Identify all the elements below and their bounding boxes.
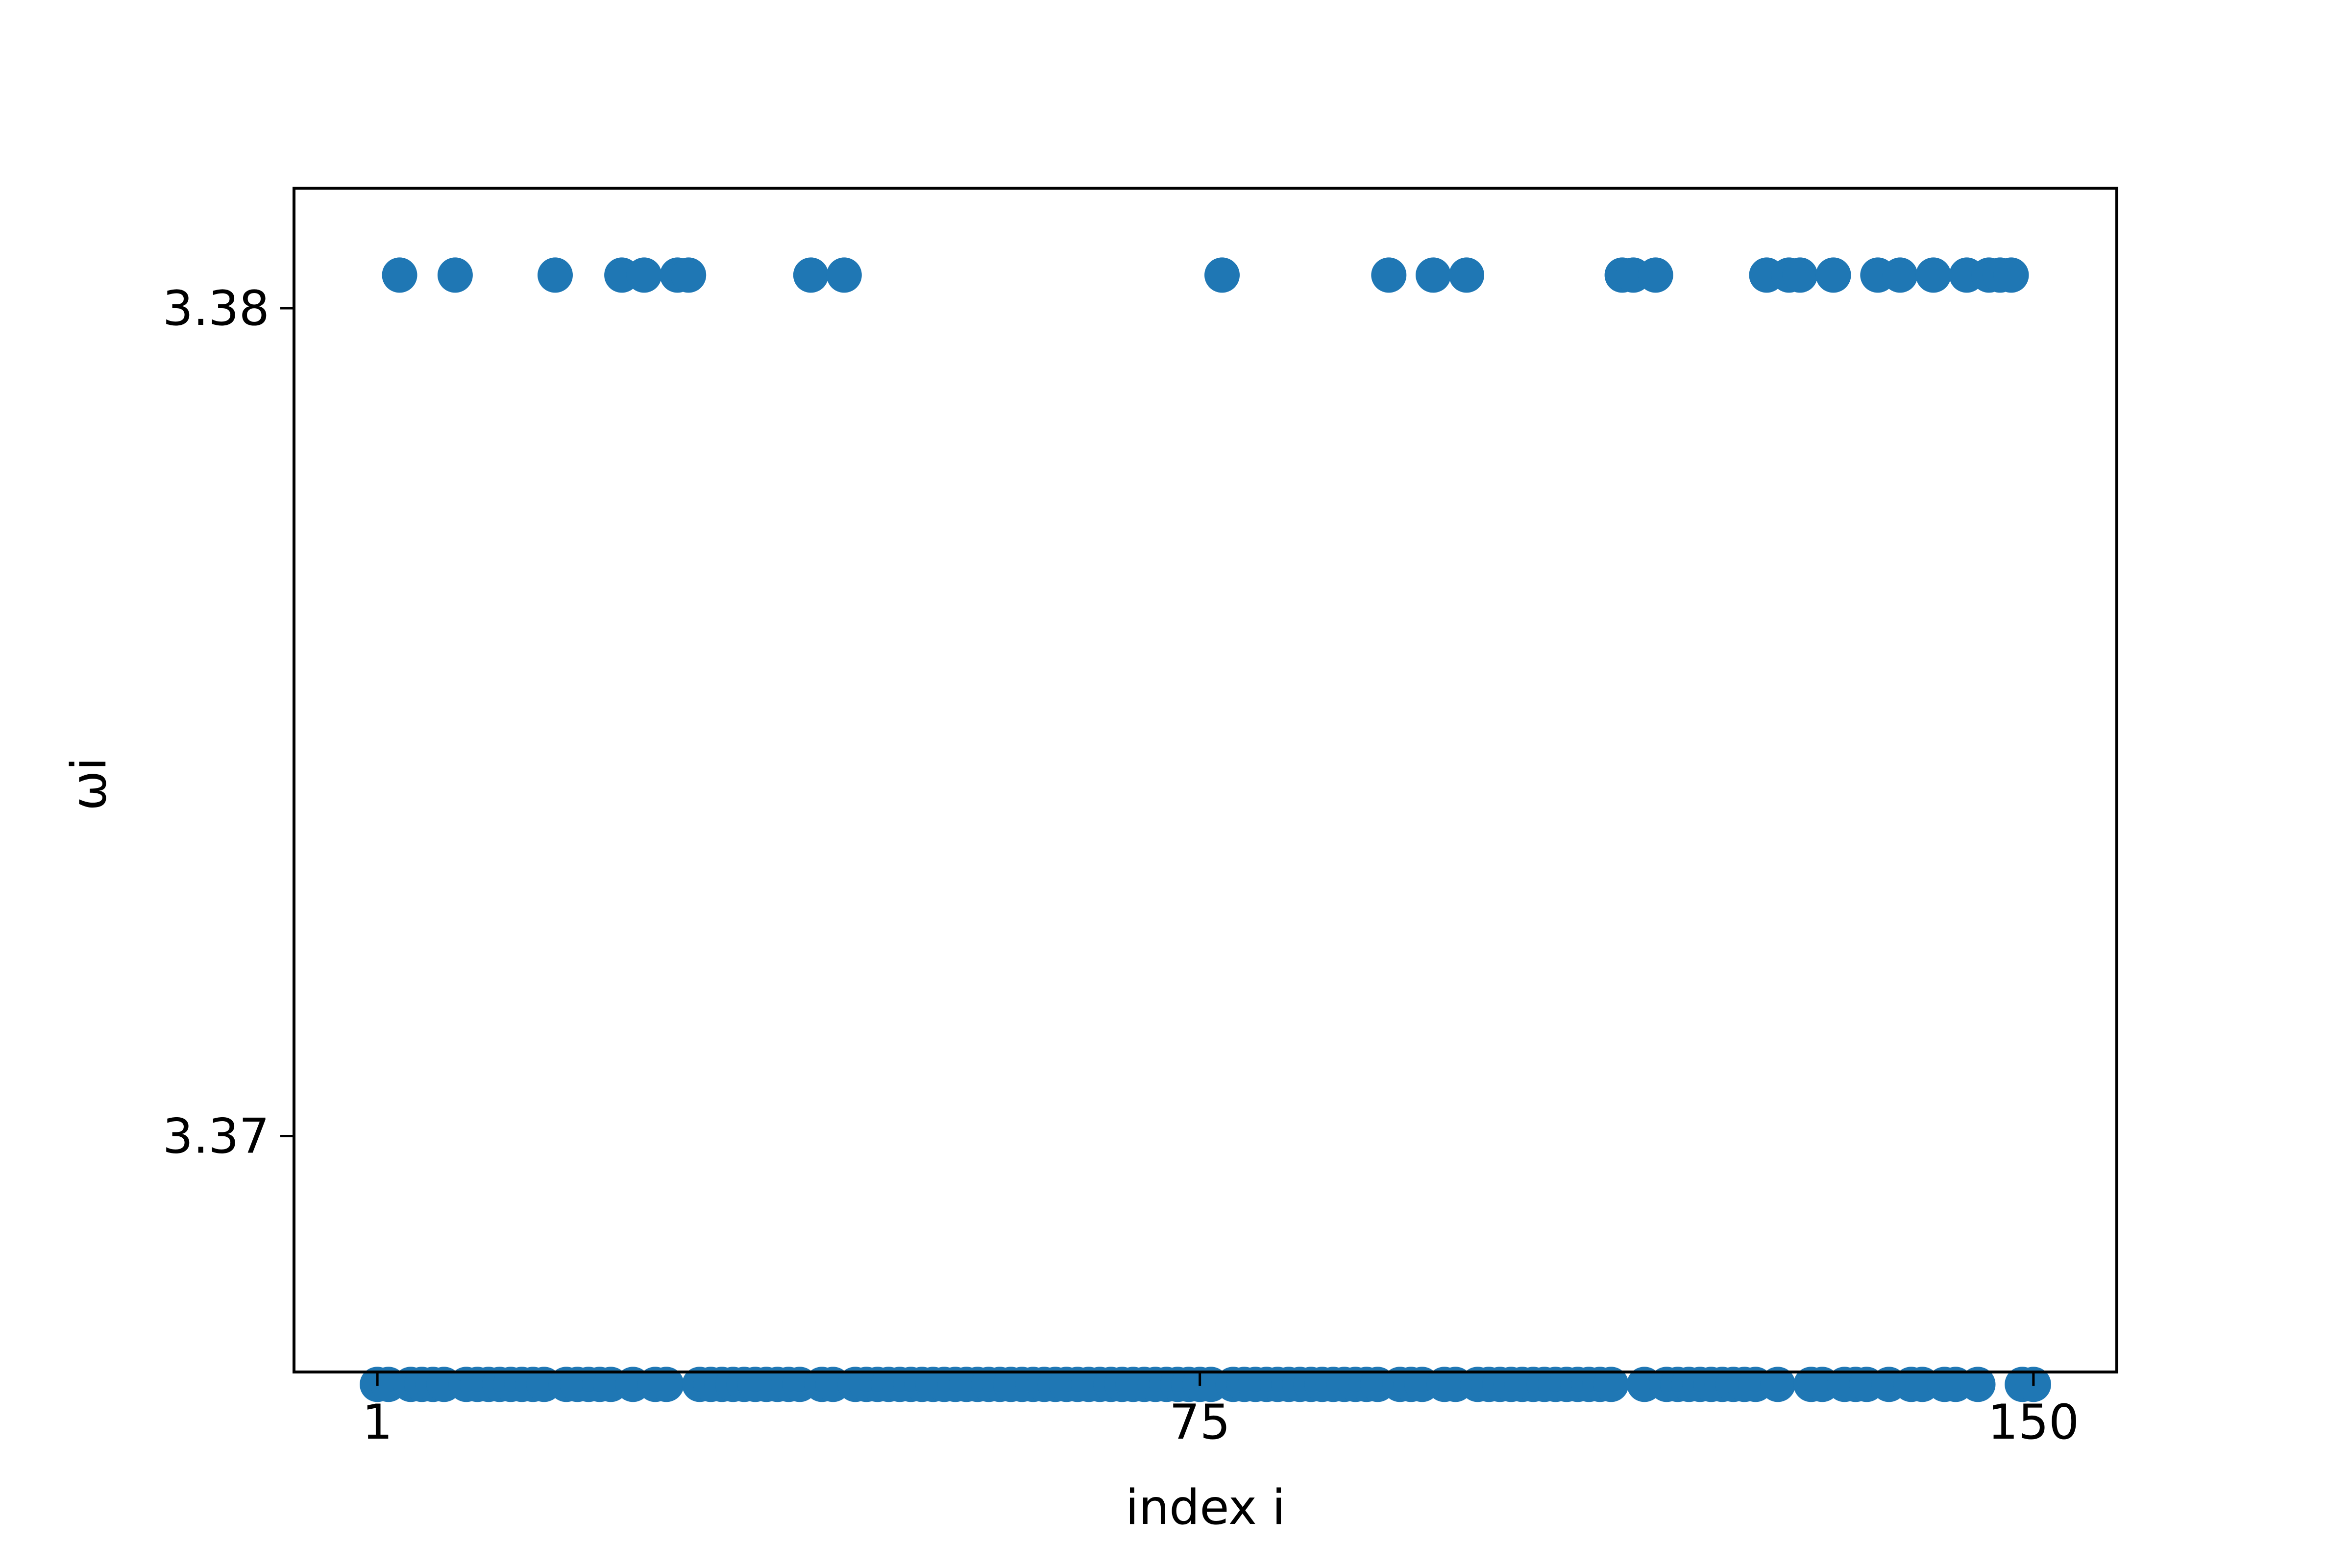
- data-point: [1760, 1367, 1796, 1402]
- y-tick-label: 3.37: [163, 1108, 270, 1164]
- data-point: [793, 257, 829, 293]
- data-point: [1882, 257, 1918, 293]
- ticks-layer: 1 75 150 3.37 3.38: [163, 281, 2080, 1450]
- data-point: [382, 257, 417, 293]
- data-point: [437, 257, 473, 293]
- data-point: [1204, 257, 1240, 293]
- plot-frame: [293, 187, 2118, 1373]
- data-point: [626, 257, 662, 293]
- data-point: [1815, 257, 1851, 293]
- data-point: [1449, 257, 1484, 293]
- x-tick-label: 75: [1169, 1395, 1230, 1450]
- y-tick-label: 3.38: [163, 281, 270, 337]
- data-point: [1638, 257, 1673, 293]
- x-axis-label: index i: [1126, 1480, 1286, 1536]
- data-point: [1371, 257, 1407, 293]
- data-point: [648, 1367, 684, 1402]
- data-point: [1416, 257, 1451, 293]
- data-point: [1993, 257, 2029, 293]
- data-point: [1960, 1367, 1996, 1402]
- data-point: [1782, 257, 1818, 293]
- x-tick-label: 1: [362, 1395, 392, 1450]
- data-point: [538, 257, 573, 293]
- x-tick-label: 150: [1987, 1395, 2079, 1450]
- data-point: [1915, 257, 1951, 293]
- data-point: [1593, 1367, 1629, 1402]
- points-layer: [360, 257, 2051, 1402]
- y-axis-label: ωi: [61, 757, 117, 810]
- data-point: [671, 257, 707, 293]
- data-point: [826, 257, 862, 293]
